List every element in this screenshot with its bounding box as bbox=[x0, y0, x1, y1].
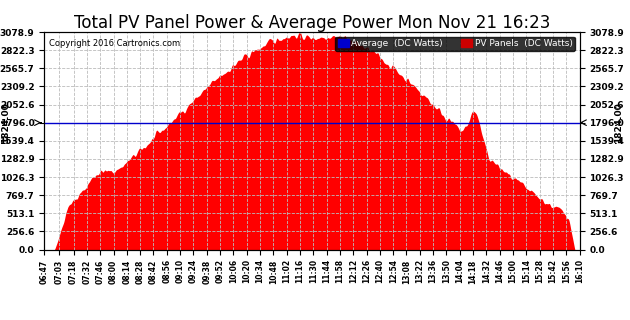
Legend: Average  (DC Watts), PV Panels  (DC Watts): Average (DC Watts), PV Panels (DC Watts) bbox=[335, 36, 575, 51]
Text: 1824.00: 1824.00 bbox=[1, 102, 9, 143]
Text: Copyright 2016 Cartronics.com: Copyright 2016 Cartronics.com bbox=[50, 38, 181, 48]
Text: 1824.00: 1824.00 bbox=[614, 102, 623, 143]
Title: Total PV Panel Power & Average Power Mon Nov 21 16:23: Total PV Panel Power & Average Power Mon… bbox=[74, 14, 550, 32]
